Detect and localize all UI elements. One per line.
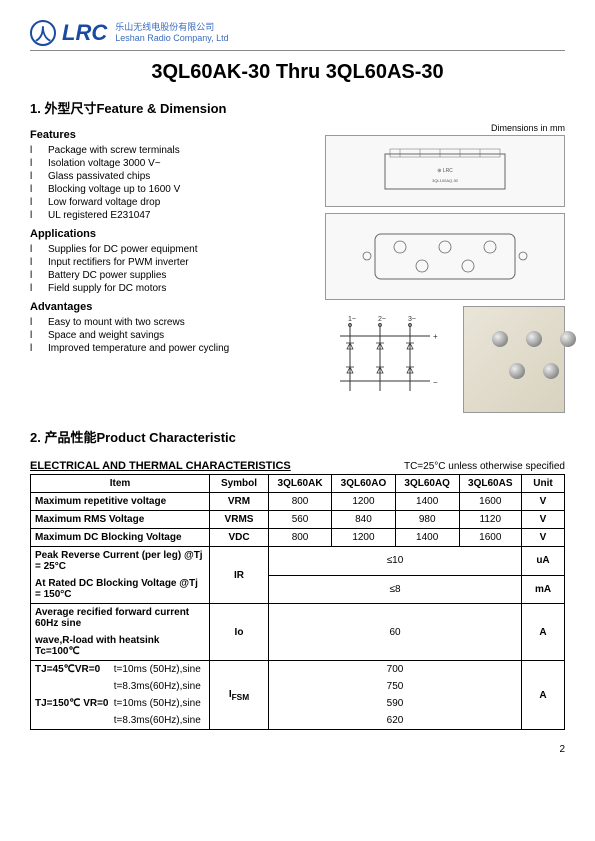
list-item: lSupplies for DC power equipment bbox=[30, 243, 315, 256]
table-row: TJ=45℃VR=0 t=10ms (50Hz),sine IFSM 700 A bbox=[31, 661, 565, 679]
list-item: lSpace and weight savings bbox=[30, 329, 315, 342]
col-ao: 3QL60AO bbox=[332, 475, 396, 493]
advantages-list: lEasy to mount with two screws lSpace an… bbox=[30, 316, 315, 355]
company-name: 乐山无线电股份有限公司 Leshan Radio Company, Ltd bbox=[115, 22, 228, 44]
feature-dimension-section: Features lPackage with screw terminals l… bbox=[30, 123, 565, 413]
list-item: lGlass passivated chips bbox=[30, 170, 315, 183]
list-item: lEasy to mount with two screws bbox=[30, 316, 315, 329]
table-title-row: ELECTRICAL AND THERMAL CHARACTERISTICS T… bbox=[30, 452, 565, 472]
table-row: t=8.3ms(60Hz),sine 620 bbox=[31, 712, 565, 730]
applications-subhead: Applications bbox=[30, 228, 315, 240]
page-number: 2 bbox=[30, 744, 565, 755]
dimensions-note: Dimensions in mm bbox=[325, 123, 565, 133]
svg-text:+: + bbox=[433, 332, 438, 341]
section2-heading: 2. 产品性能Product Characteristic bbox=[30, 427, 565, 446]
svg-text:2~: 2~ bbox=[378, 316, 386, 323]
svg-text:1~: 1~ bbox=[348, 316, 356, 323]
table-row: Average recified forward current 60Hz si… bbox=[31, 604, 565, 633]
tc-note: TC=25°C unless otherwise specified bbox=[404, 461, 565, 472]
package-footprint-svg bbox=[355, 219, 535, 294]
page-header: 人 LRC 乐山无线电股份有限公司 Leshan Radio Company, … bbox=[30, 20, 565, 51]
characteristics-table: Item Symbol 3QL60AK 3QL60AO 3QL60AQ 3QL6… bbox=[30, 474, 565, 730]
table-row: t=8.3ms(60Hz),sine 750 bbox=[31, 678, 565, 695]
table-row: Peak Reverse Current (per leg) @Tj = 25°… bbox=[31, 547, 565, 576]
module-photo bbox=[463, 306, 565, 413]
col-ak: 3QL60AK bbox=[269, 475, 332, 493]
logo-glyph: 人 bbox=[35, 21, 51, 45]
logo-text: LRC bbox=[62, 20, 107, 46]
screw-icon bbox=[560, 331, 576, 347]
section1-heading: 1. 外型尺寸Feature & Dimension bbox=[30, 98, 565, 117]
table-header-row: Item Symbol 3QL60AK 3QL60AO 3QL60AQ 3QL6… bbox=[31, 475, 565, 493]
svg-text:⊕ LRC: ⊕ LRC bbox=[437, 168, 453, 174]
list-item: lBattery DC power supplies bbox=[30, 269, 315, 282]
package-top-diagram: ⊕ LRC 3QL100AQ-30 bbox=[325, 135, 565, 207]
screw-icon bbox=[526, 331, 542, 347]
svg-text:−: − bbox=[433, 378, 438, 387]
col-aq: 3QL60AQ bbox=[395, 475, 459, 493]
list-item: lInput rectifiers for PWM inverter bbox=[30, 256, 315, 269]
col-unit: Unit bbox=[522, 475, 565, 493]
table-title: ELECTRICAL AND THERMAL CHARACTERISTICS bbox=[30, 460, 291, 472]
advantages-subhead: Advantages bbox=[30, 301, 315, 313]
table-row: At Rated DC Blocking Voltage @Tj = 150°C… bbox=[31, 575, 565, 604]
package-footprint-diagram bbox=[325, 213, 565, 300]
company-cn: 乐山无线电股份有限公司 bbox=[115, 22, 228, 33]
list-item: lIsolation voltage 3000 V~ bbox=[30, 157, 315, 170]
col-symbol: Symbol bbox=[210, 475, 269, 493]
list-item: lPackage with screw terminals bbox=[30, 144, 315, 157]
screw-icon bbox=[543, 363, 559, 379]
table-row: TJ=150℃ VR=0 t=10ms (50Hz),sine 590 bbox=[31, 695, 565, 712]
list-item: lField supply for DC motors bbox=[30, 282, 315, 295]
features-column: Features lPackage with screw terminals l… bbox=[30, 123, 315, 413]
list-item: lLow forward voltage drop bbox=[30, 196, 315, 209]
col-item: Item bbox=[31, 475, 210, 493]
bottom-diagrams-row: 1~ 2~ 3~ bbox=[325, 306, 565, 413]
features-list: lPackage with screw terminals lIsolation… bbox=[30, 144, 315, 222]
logo-icon: 人 bbox=[30, 20, 56, 46]
screw-icon bbox=[492, 331, 508, 347]
col-as: 3QL60AS bbox=[459, 475, 521, 493]
svg-text:3QL100AQ-30: 3QL100AQ-30 bbox=[432, 178, 459, 183]
list-item: lBlocking voltage up to 1600 V bbox=[30, 183, 315, 196]
features-subhead: Features bbox=[30, 129, 315, 141]
circuit-diagram: 1~ 2~ 3~ bbox=[325, 306, 455, 411]
table-row: Maximum DC Blocking Voltage VDC 800 1200… bbox=[31, 529, 565, 547]
circuit-svg: 1~ 2~ 3~ bbox=[330, 311, 450, 406]
page-title: 3QL60AK-30 Thru 3QL60AS-30 bbox=[30, 61, 565, 84]
screw-icon bbox=[509, 363, 525, 379]
company-en: Leshan Radio Company, Ltd bbox=[115, 33, 228, 44]
ifsm-symbol: IFSM bbox=[210, 661, 269, 730]
diagrams-column: Dimensions in mm ⊕ LRC 3QL100AQ-30 bbox=[325, 123, 565, 413]
applications-list: lSupplies for DC power equipment lInput … bbox=[30, 243, 315, 295]
svg-text:3~: 3~ bbox=[408, 316, 416, 323]
table-row: Maximum RMS Voltage VRMS 560 840 980 112… bbox=[31, 511, 565, 529]
list-item: lUL registered E231047 bbox=[30, 209, 315, 222]
package-top-svg: ⊕ LRC 3QL100AQ-30 bbox=[370, 144, 520, 199]
list-item: lImproved temperature and power cycling bbox=[30, 342, 315, 355]
table-row: Maximum repetitive voltage VRM 800 1200 … bbox=[31, 493, 565, 511]
